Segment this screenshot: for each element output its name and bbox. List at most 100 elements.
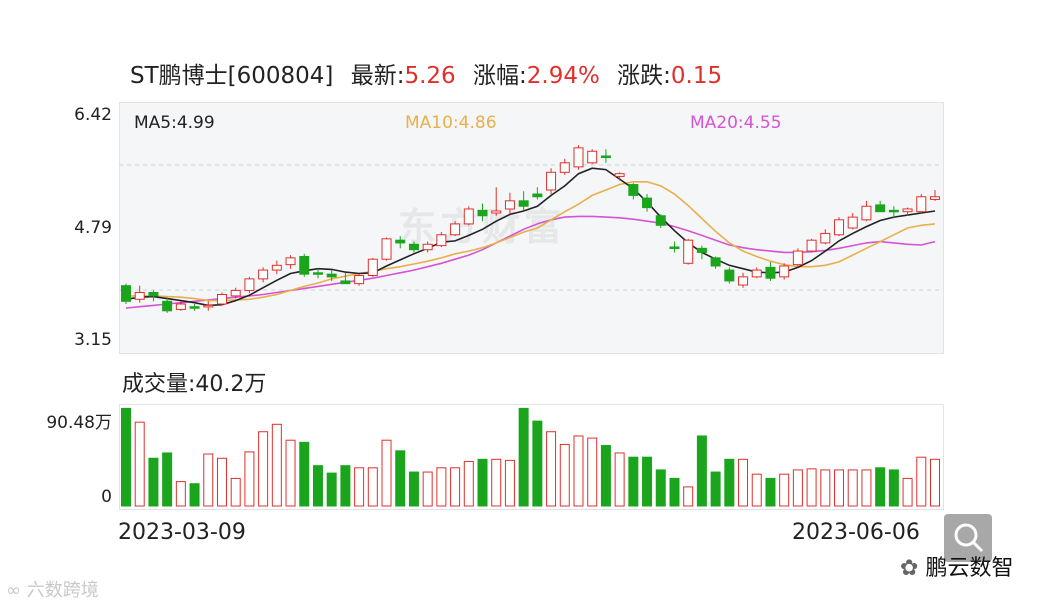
volume-bar-up <box>271 423 282 507</box>
volume-bar-down <box>669 477 680 507</box>
candle-up <box>175 303 186 310</box>
volume-axis-top-label: 90.48万 <box>46 413 112 433</box>
candle-up <box>792 250 803 266</box>
volume-bar-down <box>408 471 419 507</box>
candle-down <box>724 269 735 282</box>
volume-bar-down <box>875 467 886 507</box>
search-icon[interactable] <box>944 514 992 566</box>
volume-bars-group <box>121 407 940 507</box>
volume-bar-up <box>258 431 269 507</box>
volume-bar-down <box>696 435 707 507</box>
candle-down <box>477 209 488 217</box>
volume-bar-down <box>148 457 159 507</box>
candle-up <box>683 239 694 264</box>
volume-bar-up <box>806 468 817 507</box>
candle-down <box>162 300 173 312</box>
volume-bar-down <box>888 469 899 507</box>
candle-up <box>546 171 557 191</box>
volume-bar-up <box>216 457 227 507</box>
volume-bar-down <box>710 471 721 507</box>
candle-down <box>710 257 721 267</box>
wechat-icon: ✿ <box>900 556 919 581</box>
volume-bar-up <box>738 458 749 507</box>
volume-bar-up <box>587 437 598 507</box>
latest-value: 5.26 <box>404 63 456 89</box>
volume-bar-up <box>834 469 845 507</box>
quote-header: ST鹏博士[600804] 最新:5.26 涨幅:2.94% 涨跌:0.15 <box>130 56 722 90</box>
watermark-text: 六数跨境 <box>26 580 99 601</box>
volume-bar-up <box>504 459 515 507</box>
candle-up <box>258 269 269 280</box>
ma20-legend: MA20:4.55 <box>690 113 782 133</box>
candle-down <box>532 193 543 198</box>
candle-down <box>655 215 666 226</box>
watermark-logo-icon: ∞ <box>6 580 21 601</box>
volume-bar-up <box>244 451 255 507</box>
volume-bar-up <box>861 469 872 507</box>
candle-up <box>244 278 255 291</box>
candle-up <box>806 239 817 252</box>
volume-bar-up <box>820 469 831 507</box>
volume-bar-down <box>532 420 543 507</box>
volume-bar-up <box>175 481 186 507</box>
grid-lines <box>119 164 942 291</box>
volume-bar-up <box>559 443 570 507</box>
date-start: 2023-03-09 <box>118 520 246 545</box>
candle-up <box>779 265 790 278</box>
candle-up <box>861 205 872 221</box>
candle-up <box>902 208 913 213</box>
volume-bar-up <box>916 456 927 507</box>
candle-up <box>285 257 296 266</box>
volume-bar-down <box>340 465 351 507</box>
candle-up <box>463 208 474 225</box>
change-value: 0.15 <box>670 63 723 89</box>
candle-up <box>573 147 584 168</box>
volume-bar-up <box>203 453 214 507</box>
volume-bar-up <box>354 467 365 507</box>
candle-up <box>381 238 392 260</box>
volume-bar-down <box>518 407 529 507</box>
volume-bar-up <box>930 458 940 507</box>
volume-bar-up <box>779 473 790 507</box>
candle-up <box>450 223 461 236</box>
candle-up <box>367 258 378 277</box>
volume-bar-up <box>381 439 392 507</box>
candle-down <box>189 306 200 309</box>
bottom-left-watermark: ∞ 六数跨境 <box>6 576 99 602</box>
volume-bar-down <box>162 452 173 507</box>
candle-down <box>642 197 653 209</box>
volume-bar-down <box>189 483 200 507</box>
candle-down <box>628 184 639 196</box>
volume-bar-up <box>422 471 433 507</box>
volume-bar-down <box>600 445 611 507</box>
ma10-legend: MA10:4.86 <box>405 113 497 133</box>
ma5-line <box>125 167 936 307</box>
candle-down <box>148 291 159 297</box>
candle-down <box>669 246 680 249</box>
ma5-legend: MA5:4.99 <box>134 113 215 133</box>
candle-up <box>422 243 433 251</box>
volume-bar-up <box>792 469 803 507</box>
brand-text: 鹏云数智 <box>925 556 1014 581</box>
candle-up <box>504 200 515 210</box>
volume-bar-down <box>299 441 310 507</box>
candle-up <box>203 304 214 308</box>
volume-bar-down <box>642 456 653 507</box>
volume-bar-up <box>614 452 625 507</box>
volume-bar-up <box>436 467 447 507</box>
volume-bar-down <box>312 465 323 507</box>
volume-bar-up <box>463 460 474 507</box>
price-axis-mid-label: 4.79 <box>74 218 112 238</box>
candle-up <box>930 196 940 200</box>
volume-bar-down <box>724 458 735 507</box>
volume-bar-up <box>902 477 913 507</box>
candle-up <box>436 234 447 247</box>
candle-up <box>216 294 227 305</box>
volume-bar-up <box>573 435 584 507</box>
volume-bar-up <box>285 439 296 507</box>
volume-bar-up <box>134 421 145 507</box>
candle-down <box>395 239 406 244</box>
candles-group <box>121 145 940 313</box>
candle-down <box>888 209 899 213</box>
